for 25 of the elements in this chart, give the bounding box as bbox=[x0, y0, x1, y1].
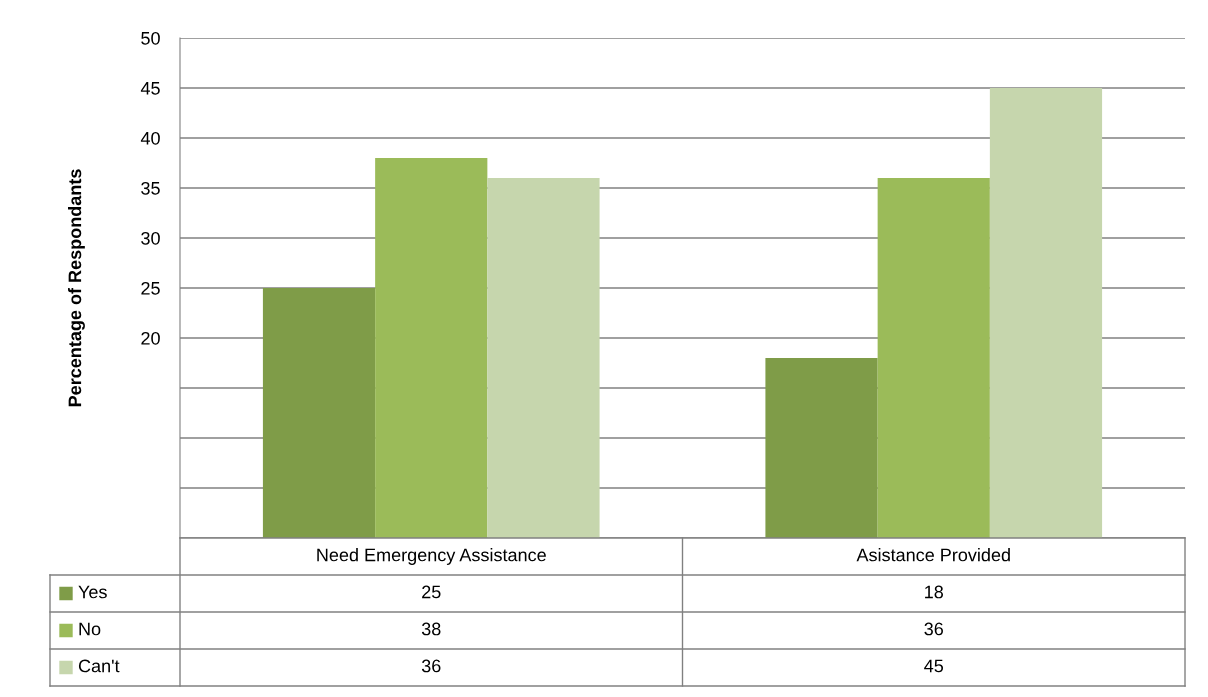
bar bbox=[375, 158, 488, 538]
y-tick-label: 20 bbox=[141, 331, 160, 345]
data-label: 36 bbox=[421, 659, 441, 673]
data-label: 45 bbox=[924, 659, 944, 673]
x-tick-label: Asistance Provided bbox=[856, 548, 1010, 562]
data-label: 18 bbox=[925, 585, 944, 599]
legend-label: Yes bbox=[78, 585, 107, 599]
y-tick-label: 45 bbox=[140, 82, 160, 95]
data-label: 38 bbox=[421, 622, 441, 636]
bar bbox=[765, 358, 878, 538]
data-label: 25 bbox=[422, 585, 441, 599]
bar bbox=[989, 88, 1103, 538]
legend-label: Can't bbox=[78, 659, 120, 673]
legend-label: No bbox=[79, 622, 101, 636]
bar bbox=[262, 288, 376, 538]
y-tick-label: 40 bbox=[140, 131, 160, 145]
y-axis-title: Percentage of Respondants bbox=[68, 169, 85, 407]
y-tick-label: 50 bbox=[141, 31, 160, 45]
bar bbox=[487, 178, 600, 538]
y-tick-label: 30 bbox=[141, 231, 160, 245]
x-tick-label: Need Emergency Assistance bbox=[317, 548, 546, 565]
y-tick-label: 25 bbox=[141, 281, 160, 295]
bar bbox=[877, 178, 990, 538]
data-label: 36 bbox=[924, 622, 943, 636]
y-tick-label: 35 bbox=[141, 181, 160, 195]
